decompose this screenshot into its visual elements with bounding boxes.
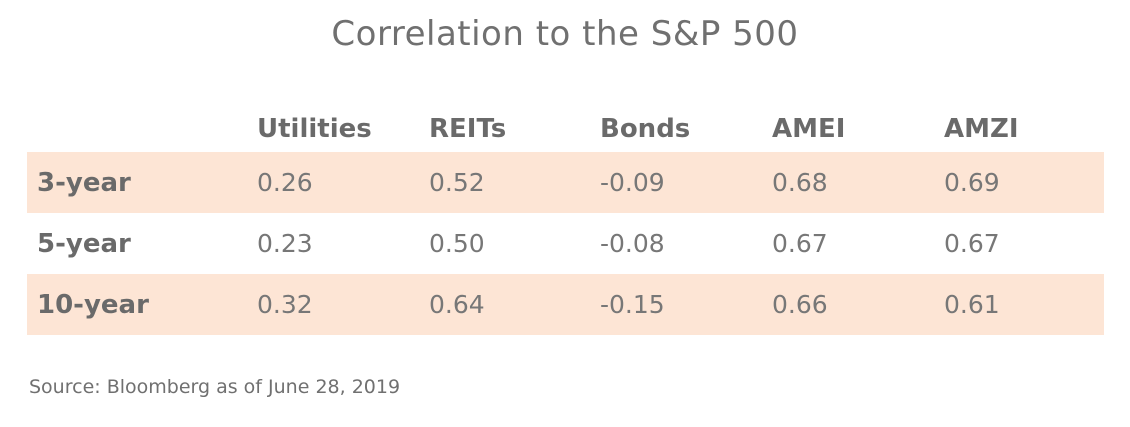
row-label: 3-year [37,167,131,198]
chart-title: Correlation to the S&P 500 [331,14,799,54]
table-cell: 0.68 [772,168,828,197]
table-row-3-year: 3-year 0.26 0.52 -0.09 0.68 0.69 [27,152,1104,213]
column-header-amei: AMEI [772,114,846,144]
table-cell: -0.15 [600,290,665,319]
table-cell: 0.69 [944,168,1000,197]
table-row-5-year: 5-year 0.23 0.50 -0.08 0.67 0.67 [27,213,1104,274]
table-cell: -0.09 [600,168,665,197]
table-cell: 0.67 [772,229,828,258]
row-label: 5-year [37,228,131,259]
column-header-utilities: Utilities [257,114,372,144]
table-cell: 0.23 [257,229,313,258]
row-label: 10-year [37,289,149,320]
table-cell: 0.61 [944,290,1000,319]
column-header-reits: REITs [429,114,507,144]
table-row-10-year: 10-year 0.32 0.64 -0.15 0.66 0.61 [27,274,1104,335]
table-cell: -0.08 [600,229,665,258]
table-cell: 0.50 [429,229,485,258]
header-row: Utilities REITs Bonds AMEI AMZI [27,106,1104,152]
table-cell: 0.32 [257,290,313,319]
column-header-amzi: AMZI [944,114,1019,144]
source-note: Source: Bloomberg as of June 28, 2019 [29,376,401,398]
correlation-table: Utilities REITs Bonds AMEI AMZI 3-year 0… [27,106,1104,335]
column-header-bonds: Bonds [600,114,691,144]
table-cell: 0.64 [429,290,485,319]
table-cell: 0.66 [772,290,828,319]
table-cell: 0.26 [257,168,313,197]
table-cell: 0.67 [944,229,1000,258]
table-cell: 0.52 [429,168,485,197]
